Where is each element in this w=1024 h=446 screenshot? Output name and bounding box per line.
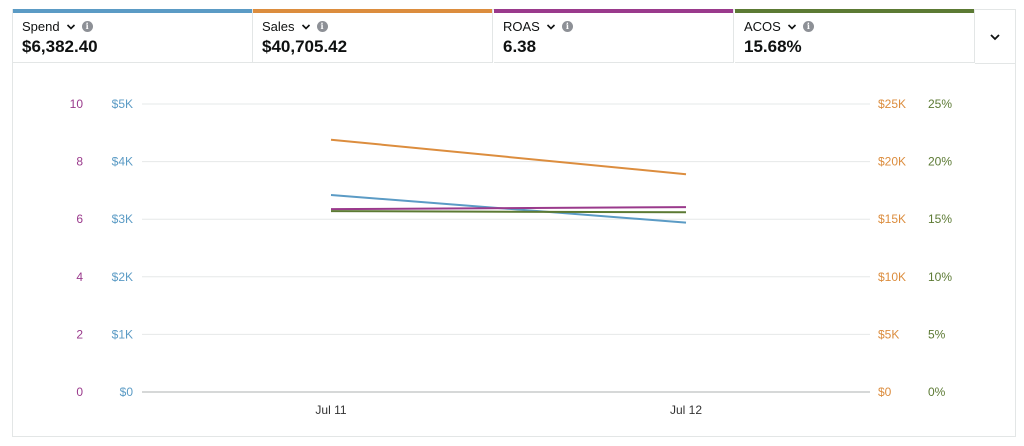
sales-axis-tick-label: $25K xyxy=(878,97,906,111)
metric-color-bar xyxy=(13,9,252,13)
roas-axis-tick-label: 6 xyxy=(76,212,83,226)
metric-card-sales[interactable]: Sales i $40,705.42 xyxy=(253,9,493,63)
sales-axis-tick-label: $15K xyxy=(878,212,906,226)
x-axis-tick-label: Jul 12 xyxy=(670,403,702,417)
metric-label: Spend xyxy=(22,19,60,34)
acos-axis-tick-label: 20% xyxy=(928,155,952,169)
metric-color-bar xyxy=(494,9,733,13)
roas-series-line[interactable] xyxy=(330,206,687,211)
info-icon[interactable]: i xyxy=(81,21,93,32)
axis-ticks: 0 2 4 6 8 10 $0 $1K $2K $3K $4K $5K $0 $5K $10K $15K $20… xyxy=(70,97,953,399)
expand-metrics-button[interactable] xyxy=(975,10,1015,64)
chevron-down-icon[interactable] xyxy=(787,22,797,32)
metric-label: ROAS xyxy=(503,19,540,34)
acos-axis-tick-label: 5% xyxy=(928,327,946,341)
spend-axis-tick-label: $4K xyxy=(112,155,133,169)
roas-axis-tick-label: 10 xyxy=(70,97,84,111)
spend-axis-tick-label: $1K xyxy=(112,327,133,341)
metric-value: 6.38 xyxy=(503,37,537,56)
spend-axis-tick-label: $5K xyxy=(112,97,133,111)
acos-axis-tick-label: 15% xyxy=(928,212,952,226)
chevron-down-icon xyxy=(990,33,1000,40)
roas-axis-tick-label: 8 xyxy=(76,155,83,169)
acos-axis-tick-label: 25% xyxy=(928,97,952,111)
metric-value: $40,705.42 xyxy=(262,37,348,56)
metric-label: Sales xyxy=(262,19,295,34)
chevron-down-icon[interactable] xyxy=(546,22,556,32)
grid-lines xyxy=(142,103,870,393)
info-icon[interactable]: i xyxy=(316,21,328,32)
spend-axis-tick-label: $3K xyxy=(112,212,133,226)
info-icon[interactable]: i xyxy=(561,21,573,32)
x-axis-tick-label: Jul 11 xyxy=(315,403,346,417)
metric-card-roas[interactable]: ROAS i 6.38 xyxy=(494,9,734,63)
info-icon[interactable]: i xyxy=(802,21,814,32)
metric-label: ACOS xyxy=(744,19,781,34)
roas-axis-tick-label: 0 xyxy=(76,385,83,399)
metric-color-bar xyxy=(735,9,974,13)
chevron-down-icon[interactable] xyxy=(66,22,76,32)
metrics-chart-panel: Spend i $6,382.40 Sales i $40,705.42 ROA… xyxy=(12,9,1016,437)
roas-axis-tick-label: 2 xyxy=(76,327,83,341)
acos-axis-tick-label: 0% xyxy=(928,385,946,399)
x-axis-labels: Jul 11 Jul 12 xyxy=(315,403,702,417)
metric-value: 15.68% xyxy=(744,37,802,56)
metric-value: $6,382.40 xyxy=(22,37,98,56)
sales-axis-tick-label: $5K xyxy=(878,327,899,341)
sales-axis-tick-label: $20K xyxy=(878,155,906,169)
metric-cards: Spend i $6,382.40 Sales i $40,705.42 ROA… xyxy=(13,9,1017,64)
metric-card-spend[interactable]: Spend i $6,382.40 xyxy=(13,9,253,63)
sales-axis-tick-label: $10K xyxy=(878,270,906,284)
metric-color-bar xyxy=(253,9,492,13)
roas-axis-tick-label: 4 xyxy=(76,270,83,284)
series-lines xyxy=(330,138,687,224)
metric-card-acos[interactable]: ACOS i 15.68% xyxy=(735,9,975,63)
chevron-down-icon[interactable] xyxy=(301,22,311,32)
sales-axis-tick-label: $0 xyxy=(878,385,892,399)
spend-axis-tick-label: $2K xyxy=(112,270,133,284)
acos-series-line[interactable] xyxy=(330,210,687,214)
spend-axis-tick-label: $0 xyxy=(120,385,134,399)
sales-series-line[interactable] xyxy=(330,138,687,176)
acos-axis-tick-label: 10% xyxy=(928,270,952,284)
